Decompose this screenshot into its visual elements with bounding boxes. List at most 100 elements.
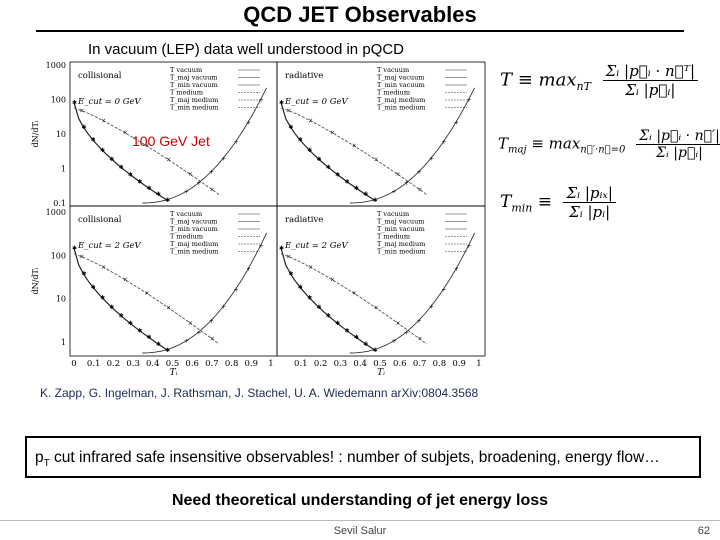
data-marker: + bbox=[234, 139, 239, 146]
tmin-eq-mid: ≡ bbox=[532, 192, 558, 212]
data-marker: × bbox=[79, 107, 84, 114]
data-marker: ✱ bbox=[373, 197, 378, 204]
legend-entry: T_maj vacuum bbox=[170, 218, 217, 226]
x-tick-label: 0.4 bbox=[353, 359, 367, 369]
data-marker: ✱ bbox=[363, 341, 368, 348]
data-marker: ✱ bbox=[326, 164, 331, 171]
data-marker: + bbox=[466, 97, 471, 104]
data-marker: + bbox=[209, 318, 214, 325]
data-marker: + bbox=[234, 286, 239, 293]
data-marker: × bbox=[166, 157, 171, 164]
panel-legends: collisional E_cut = 0 GeV T vacuum T_maj va… bbox=[77, 66, 467, 256]
legend-entry: T_maj vacuum bbox=[170, 74, 217, 82]
data-marker: ✱ bbox=[100, 147, 105, 154]
slide-subtitle: In vacuum (LEP) data well understood in … bbox=[88, 41, 404, 58]
x-tick-label: 0.7 bbox=[413, 359, 427, 369]
x-tick-label: 0.8 bbox=[433, 359, 447, 369]
panel-ecut: E_cut = 0 GeV bbox=[77, 97, 142, 107]
legend-entry: T_min vacuum bbox=[377, 225, 425, 233]
data-marker: × bbox=[188, 320, 193, 327]
legend-entry: T_min medium bbox=[170, 104, 219, 112]
tmin-curve bbox=[73, 247, 168, 351]
x-tick-label: 0.1 bbox=[294, 359, 308, 369]
data-marker: × bbox=[144, 290, 149, 297]
data-marker: + bbox=[209, 169, 214, 176]
infrared-safe-note: pT cut infrared safe insensitive observa… bbox=[25, 436, 701, 478]
tmaj-eq-numerator: Σᵢ |p⃗ᵢ · n⃗′| bbox=[636, 128, 720, 145]
legend-entry: T vacuum bbox=[377, 66, 409, 74]
energy-loss-statement: Need theoretical understanding of jet en… bbox=[171, 492, 549, 509]
x-tick-label: 1 bbox=[268, 359, 273, 369]
data-marker: + bbox=[184, 338, 189, 345]
data-marker: × bbox=[374, 305, 379, 312]
legend-entry: T_maj medium bbox=[377, 240, 425, 248]
legend-entry: T_min vacuum bbox=[170, 81, 218, 89]
thrust-equation: T ≡ maxnT Σᵢ |p⃗ᵢ · n⃗ᵀ| Σᵢ |p⃗ᵢ| bbox=[500, 62, 699, 99]
data-marker: + bbox=[246, 266, 251, 273]
tmin-curve bbox=[280, 247, 375, 351]
data-marker: + bbox=[221, 155, 226, 162]
data-marker: ✱ bbox=[81, 124, 86, 131]
y-axis-label: dN/dTᵢ bbox=[31, 120, 40, 147]
x-tick-label: 0.4 bbox=[146, 359, 160, 369]
y-tick-label: 1000 bbox=[46, 208, 66, 217]
data-marker: ✱ bbox=[128, 320, 133, 327]
data-marker: + bbox=[391, 189, 396, 196]
tmin-eq-numerator: Σᵢ |pᵢₓ| bbox=[563, 184, 616, 203]
thrust-eq-lhs: T ≡ max bbox=[500, 69, 577, 91]
note-text: cut infrared safe insensitive observable… bbox=[49, 449, 660, 466]
data-marker: × bbox=[417, 336, 422, 343]
data-marker: ✱ bbox=[147, 185, 152, 192]
data-marker: ✱ bbox=[279, 245, 284, 252]
x-tick-label: 0 bbox=[71, 359, 76, 369]
data-marker: × bbox=[308, 118, 313, 125]
data-marker: ✱ bbox=[298, 137, 303, 144]
data-marker: ✱ bbox=[109, 304, 114, 311]
x-tick-label: 0.6 bbox=[185, 359, 199, 369]
panel-label: collisional bbox=[78, 215, 122, 225]
tmin-eq-denominator: Σᵢ |pᵢ| bbox=[569, 203, 611, 221]
data-marker: + bbox=[416, 318, 421, 325]
legend-entry: T medium bbox=[377, 233, 410, 241]
page-number: 62 bbox=[697, 525, 710, 537]
tmaj-curve bbox=[280, 107, 427, 195]
data-marker: + bbox=[258, 243, 263, 250]
thrust-curve bbox=[349, 232, 476, 354]
data-marker: ✱ bbox=[345, 178, 350, 185]
distribution-curves: ✱✱✱✱✱✱✱✱✱✱✱×××××××+++++++ ✱✱✱✱✱✱✱✱✱✱✱××××… bbox=[72, 87, 476, 354]
data-marker: + bbox=[404, 329, 409, 336]
tmin-eq-lhs: T bbox=[500, 192, 512, 212]
data-marker: ✱ bbox=[326, 312, 331, 319]
title-underline bbox=[36, 30, 684, 32]
panel-ecut: E_cut = 2 GeV bbox=[77, 241, 142, 251]
data-marker: + bbox=[429, 155, 434, 162]
data-marker: ✱ bbox=[335, 171, 340, 178]
x-tick-label: 0.2 bbox=[314, 359, 328, 369]
data-marker: + bbox=[196, 180, 201, 187]
legend-entry: T medium bbox=[170, 89, 203, 97]
data-marker: + bbox=[184, 189, 189, 196]
data-marker: × bbox=[352, 290, 357, 297]
data-marker: × bbox=[101, 118, 106, 125]
panel-label: radiative bbox=[285, 215, 323, 225]
data-marker: ✱ bbox=[288, 124, 293, 131]
legend-entry: T_maj medium bbox=[377, 96, 425, 104]
data-marker: ✱ bbox=[288, 271, 293, 278]
data-marker: ✱ bbox=[147, 334, 152, 341]
y-tick-label: 0.1 bbox=[53, 199, 66, 208]
data-marker: ✱ bbox=[156, 341, 161, 348]
data-marker: ✱ bbox=[72, 99, 77, 106]
data-marker: × bbox=[101, 264, 106, 271]
y-tick-label: 100 bbox=[51, 96, 66, 105]
data-marker: ✱ bbox=[335, 320, 340, 327]
citation: K. Zapp, G. Ingelman, J. Rathsman, J. St… bbox=[40, 386, 479, 400]
legend-entry: T_min medium bbox=[377, 248, 426, 256]
data-marker: ✱ bbox=[279, 99, 284, 106]
y-tick-label: 1 bbox=[61, 338, 66, 347]
tmaj-eq-sub: n⃗′·n⃗=0 bbox=[580, 144, 626, 156]
legend-entry: T_min medium bbox=[170, 248, 219, 256]
legend-entry: T_min vacuum bbox=[170, 225, 218, 233]
x-tick-label: 0.3 bbox=[334, 359, 348, 369]
data-marker: + bbox=[466, 243, 471, 250]
